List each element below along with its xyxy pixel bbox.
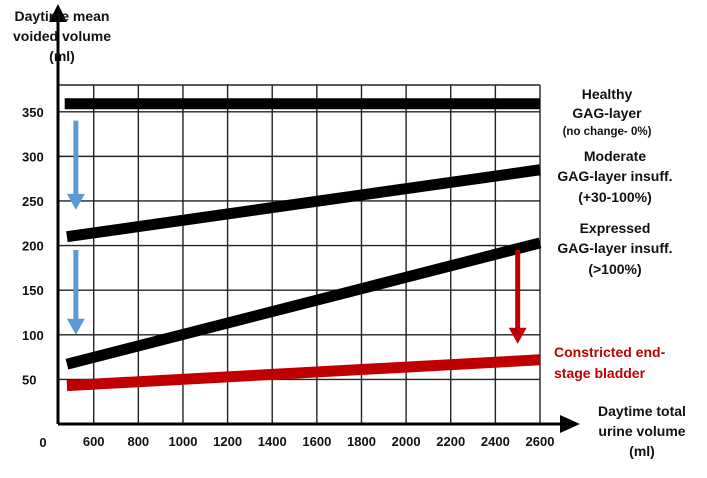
x-tick-label: 600: [83, 434, 105, 449]
series-line-endstage: [66, 354, 541, 392]
y-axis-title-line-2: voided volume: [13, 28, 111, 44]
x-tick-label: 2400: [481, 434, 510, 449]
x-tick-label: 1200: [213, 434, 242, 449]
origin-label: 0: [39, 435, 46, 450]
arrow-head-1: [66, 193, 85, 210]
moderate-label-line-1: Moderate: [584, 148, 646, 164]
x-tick-label: 1400: [258, 434, 287, 449]
y-tick-label: 50: [22, 372, 36, 387]
y-tick-label: 150: [22, 283, 44, 298]
moderate-label-line-2: GAG-layer insuff.: [557, 168, 672, 184]
tick-labels: 600 800 1000 1200 1400 1600 1800 2000 2200 2400 26…: [22, 105, 554, 449]
healthy-label-line-1: Healthy: [582, 86, 633, 102]
x-axis-arrowhead: [560, 415, 580, 433]
healthy-label-line-3: (no change- 0%): [563, 126, 652, 138]
endstage-label-line-2: stage bladder: [554, 365, 646, 381]
series-line-expressed: [65, 237, 542, 370]
moderate-label-line-3: (+30-100%): [578, 189, 652, 205]
x-tick-label: 2000: [392, 434, 421, 449]
x-tick-label: 1800: [347, 434, 376, 449]
y-tick-label: 350: [22, 105, 44, 120]
x-tick-label: 2200: [436, 434, 465, 449]
y-tick-label: 100: [22, 328, 44, 343]
y-axis-title-line-1: Daytime mean: [15, 8, 110, 24]
x-tick-label: 2600: [526, 434, 555, 449]
y-axis-title-line-3: (ml): [49, 48, 75, 64]
y-tick-label: 250: [22, 194, 44, 209]
series-lines: [64, 98, 542, 392]
annotation-arrows: [66, 120, 527, 344]
arrow-head-2: [66, 318, 85, 335]
y-tick-label: 300: [22, 149, 44, 164]
axes: [49, 4, 580, 433]
endstage-label-line-1: Constricted end-: [554, 344, 666, 360]
arrow-head-3: [508, 327, 527, 344]
series-line-moderate: [66, 164, 541, 243]
x-tick-label: 1600: [302, 434, 331, 449]
expressed-label-line-1: Expressed: [580, 220, 651, 236]
x-axis-title-line-3: (ml): [629, 443, 655, 459]
healthy-label-line-2: GAG-layer: [572, 105, 642, 121]
expressed-label-line-2: GAG-layer insuff.: [557, 240, 672, 256]
expressed-label-line-3: (>100%): [588, 261, 641, 277]
x-axis-title-line-2: urine volume: [598, 423, 685, 439]
y-tick-label: 200: [22, 239, 44, 254]
x-axis-title-line-1: Daytime total: [598, 403, 686, 419]
y-axis-arrowhead: [49, 4, 67, 22]
x-tick-label: 1000: [169, 434, 198, 449]
x-tick-label: 800: [127, 434, 149, 449]
